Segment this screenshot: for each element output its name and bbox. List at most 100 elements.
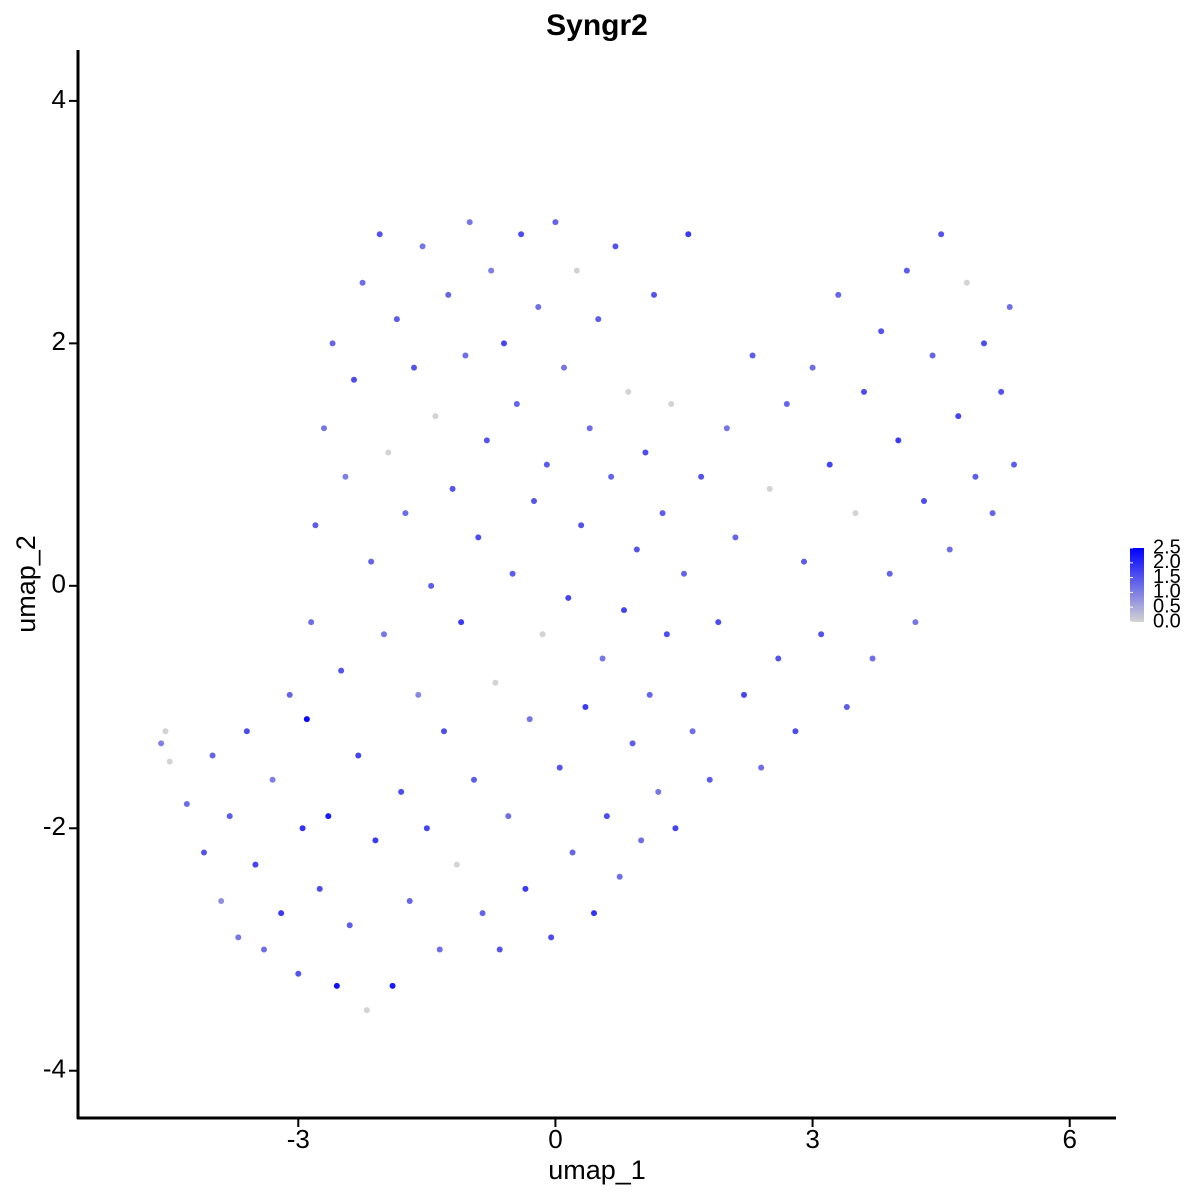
point: [869, 655, 876, 662]
point: [895, 437, 902, 444]
point: [243, 728, 250, 735]
point: [471, 776, 477, 783]
point: [912, 619, 919, 626]
point: [441, 728, 447, 735]
y-axis-label: umap_2: [11, 535, 41, 633]
point: [359, 279, 366, 286]
point: [453, 861, 460, 868]
point: [308, 619, 315, 626]
point: [621, 607, 627, 614]
point: [792, 728, 799, 735]
point: [616, 873, 623, 880]
point: [989, 510, 996, 517]
point: [629, 740, 636, 747]
point: [505, 813, 512, 820]
point: [963, 279, 970, 286]
point: [351, 376, 357, 383]
point: [518, 231, 525, 238]
x-axis-label: umap_1: [548, 1155, 646, 1185]
point: [496, 946, 503, 953]
point: [402, 510, 409, 517]
y-tick-label: 0: [52, 569, 66, 599]
y-tick-label: 4: [52, 84, 66, 114]
point: [651, 291, 657, 298]
point: [346, 922, 353, 929]
point: [685, 231, 692, 238]
colorbar-tick-label: 1.0: [1153, 581, 1181, 603]
point: [749, 352, 756, 359]
point: [552, 219, 559, 226]
point: [321, 425, 327, 432]
point: [316, 885, 323, 892]
point: [672, 825, 679, 832]
point: [595, 316, 602, 323]
point: [668, 400, 675, 407]
point: [565, 594, 572, 601]
colorbar: [1130, 548, 1144, 622]
point: [573, 267, 580, 274]
point: [921, 497, 927, 504]
point: [612, 243, 619, 250]
point: [633, 546, 640, 553]
point: [775, 655, 782, 662]
point: [483, 437, 490, 444]
point: [479, 910, 486, 917]
point: [783, 400, 790, 407]
point: [333, 982, 340, 989]
point: [886, 570, 893, 577]
point: [325, 813, 332, 820]
point: [363, 1007, 370, 1014]
point: [466, 219, 473, 226]
point: [659, 510, 666, 517]
point: [415, 691, 422, 698]
point: [368, 558, 375, 565]
point: [183, 801, 190, 808]
point: [1011, 461, 1017, 468]
point: [419, 243, 426, 250]
point: [376, 231, 383, 238]
x-tick-label: 0: [548, 1124, 562, 1154]
point: [835, 291, 842, 298]
point: [608, 473, 615, 480]
point: [578, 522, 585, 529]
point: [398, 788, 405, 795]
point: [543, 461, 550, 468]
point: [689, 728, 696, 735]
point: [423, 825, 430, 832]
colorbar-tick-label: 0.5: [1153, 595, 1181, 617]
point: [655, 788, 662, 795]
point: [698, 473, 705, 480]
point: [526, 716, 533, 723]
point: [449, 485, 456, 492]
point: [741, 691, 747, 698]
point: [389, 982, 396, 989]
colorbar-tick-label: 2.5: [1153, 536, 1181, 558]
colorbar-tick-label: 1.5: [1153, 566, 1181, 588]
point: [522, 885, 529, 892]
x-tick-label: 3: [805, 1124, 819, 1154]
point: [681, 570, 687, 577]
point: [826, 461, 833, 468]
point: [501, 340, 507, 347]
point: [201, 849, 207, 856]
point: [998, 388, 1005, 395]
point: [462, 352, 469, 359]
point: [338, 667, 345, 674]
point: [599, 655, 606, 662]
point: [818, 631, 825, 638]
point: [972, 473, 979, 480]
point: [1006, 303, 1013, 310]
point: [209, 752, 216, 759]
point: [809, 364, 816, 371]
point: [663, 631, 670, 638]
point: [218, 898, 225, 905]
point: [569, 849, 576, 856]
point: [938, 231, 945, 238]
point: [162, 728, 169, 735]
colorbar-tick-label: 0.0: [1153, 610, 1181, 632]
point: [385, 449, 392, 456]
y-tick-label: 2: [52, 326, 66, 356]
point: [723, 425, 730, 432]
point: [766, 485, 773, 492]
